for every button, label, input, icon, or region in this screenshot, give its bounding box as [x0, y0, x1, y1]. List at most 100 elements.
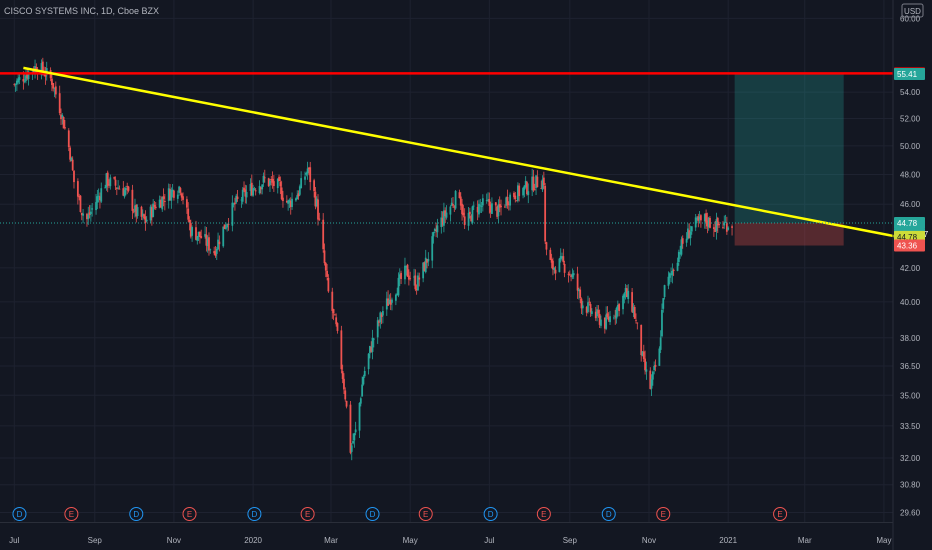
candle-body	[280, 187, 283, 200]
candle-body	[323, 250, 326, 264]
candle-body	[243, 187, 245, 191]
candle-body	[278, 176, 280, 182]
candle-body	[659, 337, 662, 350]
candle-body	[470, 215, 473, 222]
time-tick-label: May	[876, 536, 891, 545]
time-axis[interactable]: Jul Sep Nov 2020 Mar May Jul Sep Nov 2021 Mar May	[0, 522, 893, 546]
candle-body	[405, 265, 408, 268]
candle-body	[298, 186, 301, 195]
candle-body	[95, 202, 97, 211]
candle-body	[558, 258, 561, 273]
candle-body	[73, 170, 75, 183]
candle-body	[562, 256, 565, 263]
candle-body	[198, 231, 201, 237]
candle-body	[485, 200, 488, 201]
candle-body	[354, 429, 357, 433]
candle-body	[472, 205, 475, 207]
candle-body	[76, 181, 79, 197]
candle-body	[461, 203, 463, 215]
candle-body	[404, 265, 406, 280]
candle-body	[88, 212, 91, 215]
earnings-marker	[418, 507, 433, 521]
price-tick-label: 40.00	[900, 298, 921, 307]
candle-body	[585, 306, 588, 313]
candle-body	[63, 127, 66, 129]
candle-body	[577, 289, 580, 292]
candle-body	[622, 295, 624, 310]
candle-body	[141, 213, 144, 216]
candle-body	[140, 206, 143, 217]
candle-body	[700, 215, 702, 221]
candle-body	[568, 273, 571, 275]
candle-body	[506, 196, 509, 206]
candle-body	[462, 212, 465, 216]
candle-body	[344, 390, 347, 400]
candle-body	[668, 273, 671, 278]
candle-body	[722, 226, 724, 228]
candle-body	[40, 63, 43, 76]
candle-body	[276, 178, 279, 189]
price-tick-label: 29.60	[900, 508, 921, 517]
candle-body	[195, 227, 197, 240]
candle-body	[603, 317, 606, 329]
candle-body	[145, 219, 148, 222]
price-tick-label: 38.00	[900, 334, 921, 343]
candle-body	[400, 272, 402, 280]
candle-body	[706, 220, 709, 227]
currency-badge[interactable]: USD	[901, 3, 924, 18]
candle-body	[471, 206, 474, 223]
candle-body	[52, 83, 55, 89]
candle-body	[240, 199, 243, 201]
candle-body	[309, 167, 312, 183]
price-label-bg	[894, 68, 925, 81]
earnings-marker	[300, 507, 315, 521]
candle-body	[661, 309, 663, 337]
candle-body	[143, 214, 145, 219]
candle-body	[467, 212, 470, 226]
candle-body	[189, 223, 192, 237]
candle-body	[252, 188, 255, 196]
candle-body	[440, 217, 443, 228]
price-tick-label: 42.00	[900, 264, 921, 273]
chart-drawings[interactable]	[0, 66, 924, 243]
price-axis[interactable]: 60.00 54.00 52.00 50.00 48.00 46.00 42.00 40.00…	[892, 0, 921, 550]
candle-body	[550, 259, 553, 263]
candle-body	[680, 239, 683, 255]
candle-body	[594, 311, 597, 319]
candle-body	[218, 241, 221, 245]
descending-trendline	[23, 66, 924, 243]
price-tick-label: 46.00	[900, 200, 921, 209]
candle-body	[285, 200, 288, 203]
candle-body	[597, 310, 600, 314]
candle-body	[644, 358, 646, 371]
long-position-tool[interactable]	[734, 74, 844, 246]
candle-body	[170, 189, 173, 201]
candle-body	[269, 180, 271, 186]
candle-body	[613, 317, 615, 319]
candle-body	[552, 260, 554, 270]
candle-body	[576, 273, 579, 291]
candle-body	[436, 225, 439, 233]
candle-body	[518, 185, 521, 197]
candle-body	[214, 251, 217, 256]
candle-body	[105, 173, 108, 188]
candle-body	[178, 186, 181, 193]
event-marker-label: E	[305, 510, 310, 519]
candle-body	[481, 198, 484, 206]
candle-body	[596, 309, 598, 317]
candle-body	[313, 180, 316, 192]
candle-body	[115, 187, 118, 189]
candle-body	[188, 220, 191, 224]
candle-body	[362, 376, 365, 385]
candle-body	[58, 93, 61, 114]
candle-body	[89, 211, 92, 215]
candle-body	[414, 275, 417, 290]
candle-body	[167, 188, 170, 201]
candle-body	[132, 211, 135, 213]
candle-body	[31, 71, 34, 73]
candle-body	[544, 185, 547, 242]
earnings-marker	[536, 507, 551, 521]
dividend-marker	[129, 507, 144, 521]
